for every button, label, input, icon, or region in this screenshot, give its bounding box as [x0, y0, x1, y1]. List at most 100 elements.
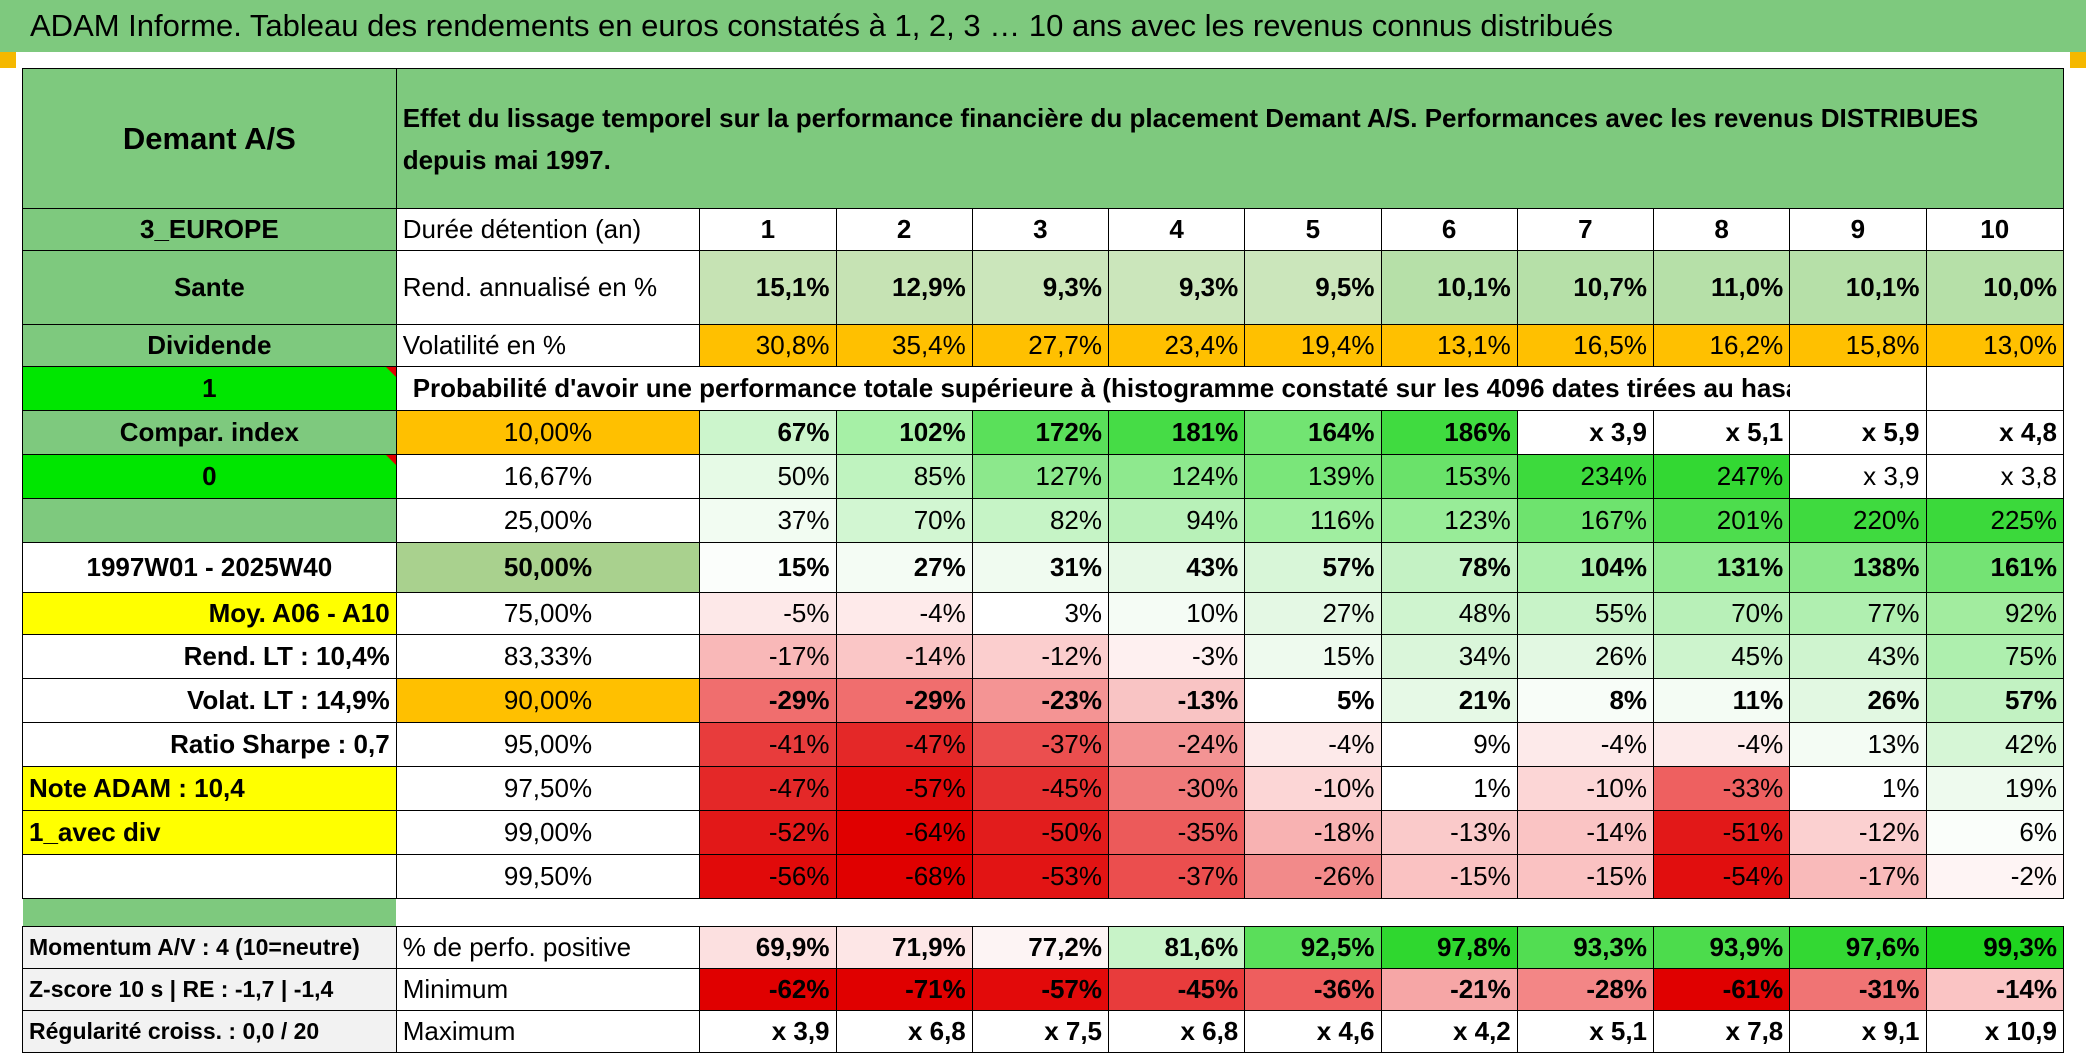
volat-lt: Volat. LT : 14,9% [22, 678, 397, 723]
note-adam: Note ADAM : 10,4 [22, 766, 397, 811]
volat-value: 30,8% [699, 324, 837, 367]
quantile-value: -23% [971, 678, 1110, 723]
quantile-value: -17% [1789, 854, 1927, 899]
quantile-value: -4% [835, 592, 973, 635]
quantile-value: -13% [1380, 810, 1518, 855]
rend-value: 10,1% [1380, 250, 1518, 325]
max-value: x 6,8 [835, 1010, 973, 1053]
min-value: -31% [1789, 968, 1927, 1011]
quantile-value: -41% [699, 722, 837, 767]
compar-index-label: Compar. index [22, 410, 397, 455]
quantile-value: 172% [971, 410, 1110, 455]
quantile-value: 19% [1925, 766, 2065, 811]
quantile-value: 15% [699, 542, 837, 593]
quantile-value: -10% [1516, 766, 1655, 811]
positive-value: 92,5% [1244, 926, 1382, 969]
volat-label: Volatilité en % [395, 324, 701, 367]
quantile-value: 131% [1653, 542, 1791, 593]
quantile-value: -29% [699, 678, 837, 723]
quantile-value: -33% [1653, 766, 1791, 811]
quantile-value: 34% [1380, 634, 1518, 679]
quantile-value: -51% [1653, 810, 1791, 855]
quantile-value: 78% [1380, 542, 1518, 593]
quantile-value: -17% [699, 634, 837, 679]
volat-value: 15,8% [1789, 324, 1927, 367]
positive-value: 97,8% [1380, 926, 1518, 969]
quantile-value: 124% [1108, 454, 1246, 499]
quantile-value: 138% [1789, 542, 1927, 593]
max-value: x 10,9 [1925, 1010, 2065, 1053]
quantile-value: 26% [1516, 634, 1655, 679]
rend-value: 9,3% [1108, 250, 1246, 325]
quantile-label: 50,00% [395, 542, 701, 593]
rend-value: 15,1% [699, 250, 837, 325]
quantile-value: -52% [699, 810, 837, 855]
year-header: 1 [699, 208, 837, 251]
quantile-label: 99,50% [395, 854, 701, 899]
positive-value: 69,9% [699, 926, 837, 969]
momentum-label: Momentum A/V : 4 (10=neutre) [22, 926, 397, 969]
min-value: -28% [1516, 968, 1655, 1011]
positive-value: 99,3% [1925, 926, 2065, 969]
rend-value: 12,9% [835, 250, 973, 325]
quantile-value: -4% [1244, 722, 1382, 767]
spacer-block [22, 898, 397, 927]
year-header: 8 [1653, 208, 1791, 251]
quantile-value: 161% [1925, 542, 2065, 593]
quantile-value: 45% [1653, 634, 1791, 679]
quantile-value: 123% [1380, 498, 1518, 543]
max-value: x 5,1 [1516, 1010, 1655, 1053]
quantile-value: 181% [1108, 410, 1246, 455]
quantile-value: 26% [1789, 678, 1927, 723]
quantile-value: -24% [1108, 722, 1246, 767]
quantile-label: 16,67% [395, 454, 701, 499]
sector-label: Sante [22, 250, 397, 325]
quantile-value: 57% [1244, 542, 1382, 593]
flag-value: 1 [22, 366, 397, 411]
quantile-value: -4% [1516, 722, 1655, 767]
min-value: -62% [699, 968, 837, 1011]
rend-value: 9,5% [1244, 250, 1382, 325]
quantile-value: -14% [835, 634, 973, 679]
quantile-label: 90,00% [395, 678, 701, 723]
quantile-value: 225% [1925, 498, 2065, 543]
compar-index-value: 0 [22, 454, 397, 499]
min-label: Minimum [395, 968, 701, 1011]
quantile-value: 164% [1244, 410, 1382, 455]
year-header: 7 [1516, 208, 1655, 251]
quantile-value: 21% [1380, 678, 1518, 723]
quantile-value: 8% [1516, 678, 1655, 723]
quantile-value: -30% [1108, 766, 1246, 811]
quantile-value: 1% [1380, 766, 1518, 811]
income-type-label: Dividende [22, 324, 397, 367]
quantile-value: 43% [1108, 542, 1246, 593]
year-header: 5 [1244, 208, 1382, 251]
quantile-value: -29% [835, 678, 973, 723]
max-value: x 7,8 [1653, 1010, 1791, 1053]
quantile-value: -26% [1244, 854, 1382, 899]
quantile-value: x 3,8 [1925, 454, 2065, 499]
quantile-value: -15% [1516, 854, 1655, 899]
quantile-value: 220% [1789, 498, 1927, 543]
max-value: x 9,1 [1789, 1010, 1927, 1053]
zscore-label: Z-score 10 s | RE : -1,7 | -1,4 [22, 968, 397, 1011]
rend-label: Rend. annualisé en % [395, 250, 701, 325]
quantile-value: 43% [1789, 634, 1927, 679]
rend-value: 9,3% [971, 250, 1110, 325]
quantile-value: 186% [1380, 410, 1518, 455]
quantile-value: 247% [1653, 454, 1791, 499]
quantile-value: -37% [1108, 854, 1246, 899]
quantile-value: -54% [1653, 854, 1791, 899]
quantile-value: -10% [1244, 766, 1382, 811]
quantile-value: x 3,9 [1789, 454, 1927, 499]
quantile-value: 27% [835, 542, 973, 593]
quantile-value: -12% [1789, 810, 1927, 855]
quantile-value: 10% [1108, 592, 1246, 635]
min-value: -45% [1108, 968, 1246, 1011]
quantile-value: -14% [1516, 810, 1655, 855]
quantile-value: 85% [835, 454, 973, 499]
positive-value: 81,6% [1108, 926, 1246, 969]
volat-value: 16,5% [1516, 324, 1655, 367]
spacer-cell [396, 899, 2063, 927]
min-value: -61% [1653, 968, 1791, 1011]
